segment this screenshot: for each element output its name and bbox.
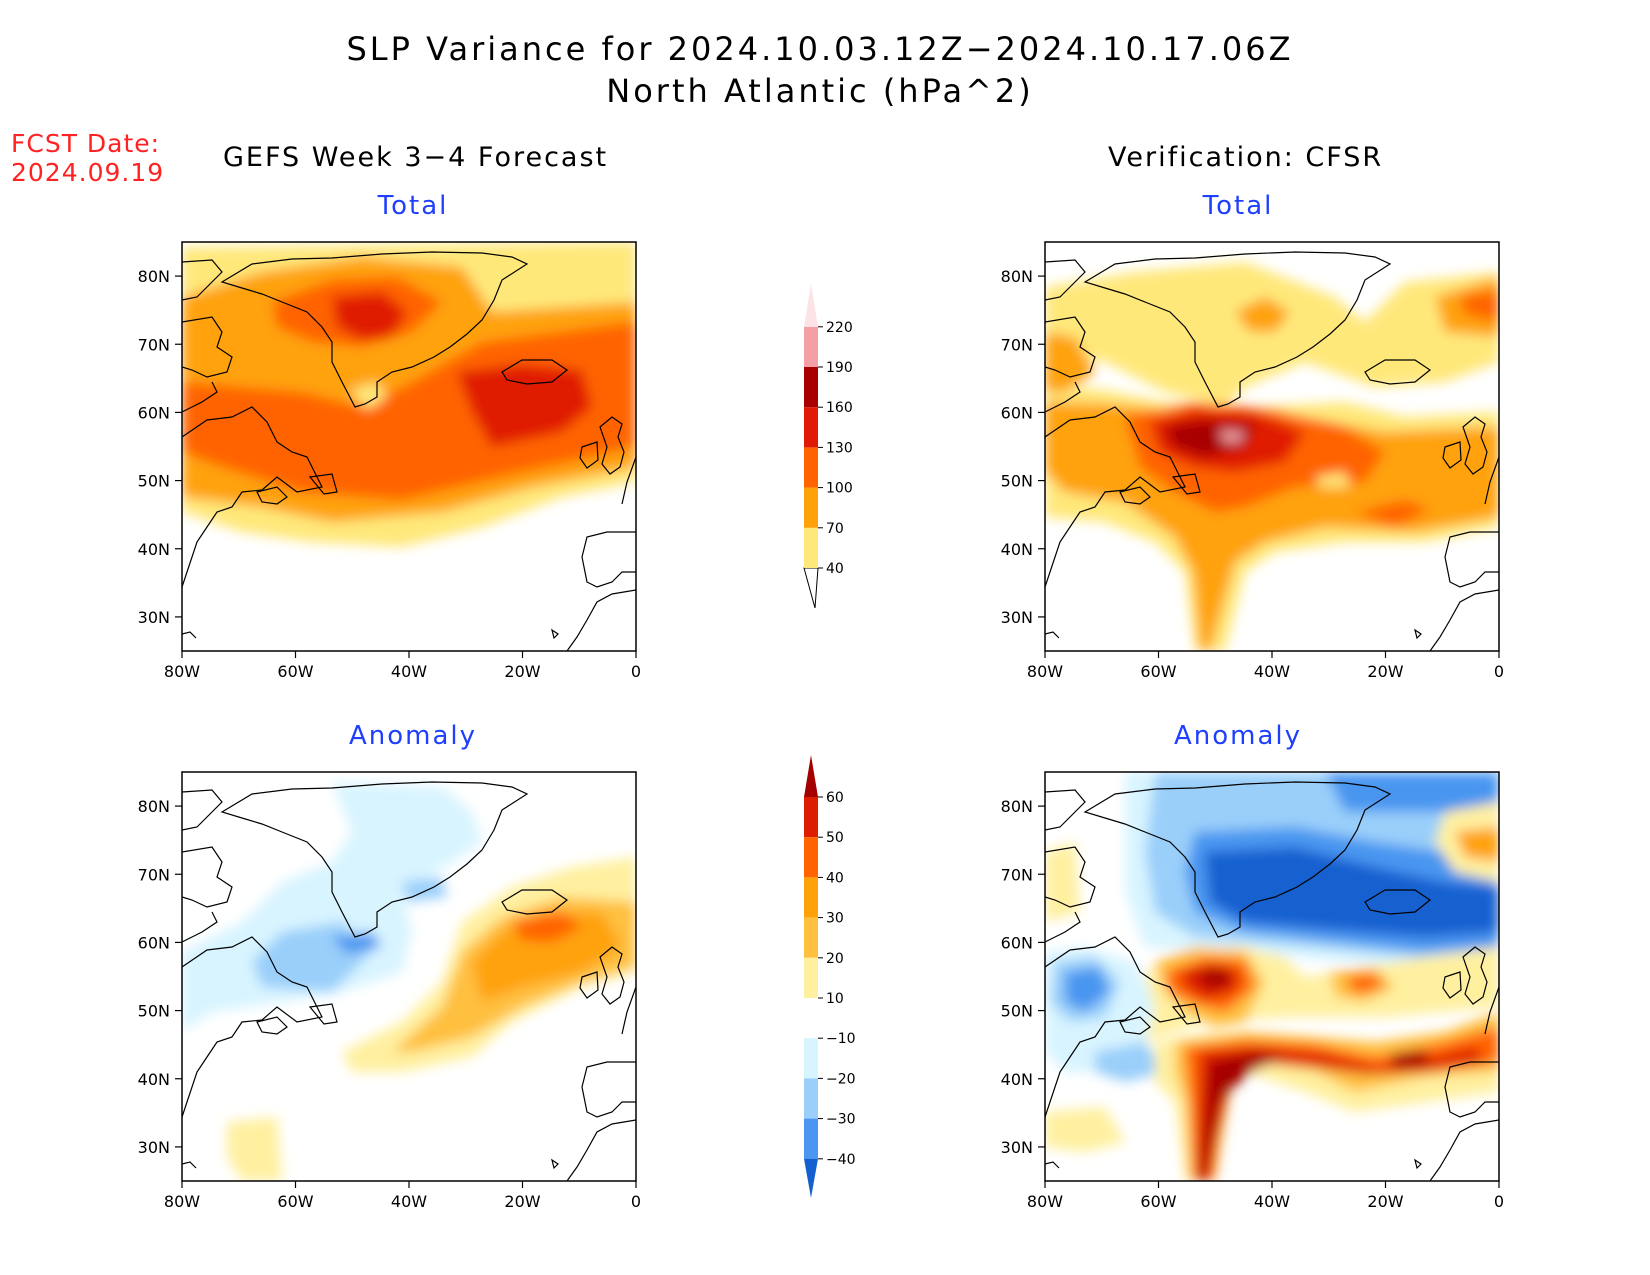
left-column-title: GEFS Week 3−4 Forecast bbox=[223, 142, 609, 173]
colorbar-anomaly-segment bbox=[804, 1078, 818, 1119]
colorbar-total-label: 100 bbox=[826, 481, 853, 497]
colorbar-total-label: 190 bbox=[826, 360, 853, 376]
colorbar-anomaly-segment bbox=[804, 877, 818, 918]
right-column-title: Verification: CFSR bbox=[1108, 142, 1384, 173]
colorbar-total-segment bbox=[804, 527, 818, 568]
lat-tick-label: 60N bbox=[138, 403, 170, 422]
lat-tick-label: 80N bbox=[1001, 267, 1033, 286]
colorbar-total-label: 130 bbox=[826, 440, 853, 456]
lat-tick-label: 40N bbox=[1001, 1070, 1033, 1089]
lon-tick-label: 60W bbox=[1140, 1192, 1176, 1211]
colorbar-anomaly: 60 50 40 30 20 10 −10 −20 −30 −40 bbox=[804, 755, 856, 1198]
lat-tick-label: 30N bbox=[138, 1138, 170, 1157]
colorbar-anomaly-label: 10 bbox=[826, 991, 844, 1007]
lon-tick-label: 20W bbox=[1367, 1192, 1403, 1211]
lon-tick-label: 40W bbox=[1254, 1192, 1290, 1211]
colorbar-total-segment bbox=[804, 487, 818, 528]
colorbar-anomaly-label: 60 bbox=[826, 790, 844, 806]
map-cfsr-anomaly bbox=[1045, 772, 1499, 1181]
lon-tick-label: 80W bbox=[164, 662, 200, 681]
colorbar-total-segment bbox=[804, 367, 818, 408]
lat-tick-label: 50N bbox=[1001, 1002, 1033, 1021]
colorbar-anomaly-label: 50 bbox=[826, 830, 844, 846]
lon-tick-label: 80W bbox=[1027, 1192, 1063, 1211]
lat-tick-label: 30N bbox=[1001, 608, 1033, 627]
colorbar-anomaly-segment bbox=[804, 1118, 818, 1159]
lat-tick-label: 70N bbox=[1001, 865, 1033, 884]
lon-tick-label: 40W bbox=[1254, 662, 1290, 681]
lat-tick-label: 40N bbox=[1001, 540, 1033, 559]
lat-tick-label: 70N bbox=[138, 865, 170, 884]
lon-tick-label: 20W bbox=[1367, 662, 1403, 681]
colorbar-anomaly-segment bbox=[804, 957, 818, 998]
colorbar-anomaly-segment bbox=[804, 1038, 818, 1079]
colorbar-total-label: 220 bbox=[826, 320, 853, 336]
colorbar-total-lower-arrow bbox=[803, 567, 819, 609]
panel-title-top-right: Total bbox=[1202, 191, 1274, 221]
colorbar-total-segment bbox=[804, 326, 818, 367]
panel-title-bottom-left: Anomaly bbox=[348, 721, 478, 751]
colorbar-total-segment bbox=[804, 407, 818, 448]
lon-tick-label: 40W bbox=[391, 662, 427, 681]
colorbar-anomaly-label: −20 bbox=[826, 1071, 856, 1087]
colorbar-total-upper-arrow bbox=[804, 284, 818, 327]
lat-tick-label: 70N bbox=[1001, 335, 1033, 354]
colorbar-total-label: 70 bbox=[826, 521, 844, 537]
fcst-date-label: FCST Date: bbox=[11, 129, 161, 158]
lat-tick-label: 80N bbox=[138, 267, 170, 286]
colorbar-total-segment bbox=[804, 447, 818, 488]
colorbar-anomaly-segment bbox=[804, 837, 818, 878]
colorbar-total-label: 40 bbox=[826, 561, 844, 577]
colorbar-anomaly-label: 30 bbox=[826, 911, 844, 927]
lat-tick-label: 60N bbox=[1001, 403, 1033, 422]
lat-tick-label: 40N bbox=[138, 1070, 170, 1089]
map-gefs-anomaly bbox=[182, 772, 636, 1181]
colorbar-anomaly-label: 40 bbox=[826, 870, 844, 886]
lon-tick-label: 80W bbox=[164, 1192, 200, 1211]
main-title-line1: SLP Variance for 2024.10.03.12Z−2024.10.… bbox=[346, 30, 1294, 68]
colorbar-anomaly-segment bbox=[804, 998, 818, 1039]
lat-tick-label: 60N bbox=[138, 933, 170, 952]
lat-tick-label: 40N bbox=[138, 540, 170, 559]
lon-tick-label: 0 bbox=[1494, 1192, 1504, 1211]
fcst-date-value: 2024.09.19 bbox=[11, 158, 165, 187]
lon-tick-label: 20W bbox=[504, 1192, 540, 1211]
lon-tick-label: 60W bbox=[277, 662, 313, 681]
colorbar-anomaly-label: −30 bbox=[826, 1112, 856, 1128]
colorbar-anomaly-label: −40 bbox=[826, 1152, 856, 1168]
colorbar-anomaly-lower-arrow bbox=[804, 1158, 818, 1198]
lon-tick-label: 60W bbox=[1140, 662, 1176, 681]
colorbar-anomaly-segment bbox=[804, 917, 818, 958]
lon-tick-label: 80W bbox=[1027, 662, 1063, 681]
panel-title-top-left: Total bbox=[377, 191, 449, 221]
axis-ticks: 80N 70N 60N 50N 40N 30N 80W 60W 40W 20W 0 80N 70N 60N… bbox=[138, 267, 1504, 1211]
map-cfsr-total bbox=[1045, 242, 1499, 651]
colorbar-anomaly-segment bbox=[804, 797, 818, 838]
lat-tick-label: 50N bbox=[138, 1002, 170, 1021]
lat-tick-label: 60N bbox=[1001, 933, 1033, 952]
panel-title-bottom-right: Anomaly bbox=[1173, 721, 1303, 751]
map-gefs-total bbox=[182, 242, 636, 651]
colorbar-anomaly-upper-arrow bbox=[804, 755, 818, 797]
lat-tick-label: 80N bbox=[1001, 797, 1033, 816]
lat-tick-label: 30N bbox=[138, 608, 170, 627]
colorbar-total-label: 160 bbox=[826, 400, 853, 416]
lon-tick-label: 60W bbox=[277, 1192, 313, 1211]
lat-tick-label: 70N bbox=[138, 335, 170, 354]
lat-tick-label: 50N bbox=[1001, 472, 1033, 491]
lon-tick-label: 40W bbox=[391, 1192, 427, 1211]
main-title-line2: North Atlantic (hPa^2) bbox=[606, 72, 1034, 110]
colorbar-total: 40 70 100 130 160 190 220 bbox=[803, 284, 853, 609]
lon-tick-label: 0 bbox=[631, 1192, 641, 1211]
colorbar-anomaly-label: 20 bbox=[826, 951, 844, 967]
lat-tick-label: 80N bbox=[138, 797, 170, 816]
lon-tick-label: 20W bbox=[504, 662, 540, 681]
lon-tick-label: 0 bbox=[1494, 662, 1504, 681]
lon-tick-label: 0 bbox=[631, 662, 641, 681]
colorbar-anomaly-label: −10 bbox=[826, 1031, 856, 1047]
lat-tick-label: 50N bbox=[138, 472, 170, 491]
lat-tick-label: 30N bbox=[1001, 1138, 1033, 1157]
